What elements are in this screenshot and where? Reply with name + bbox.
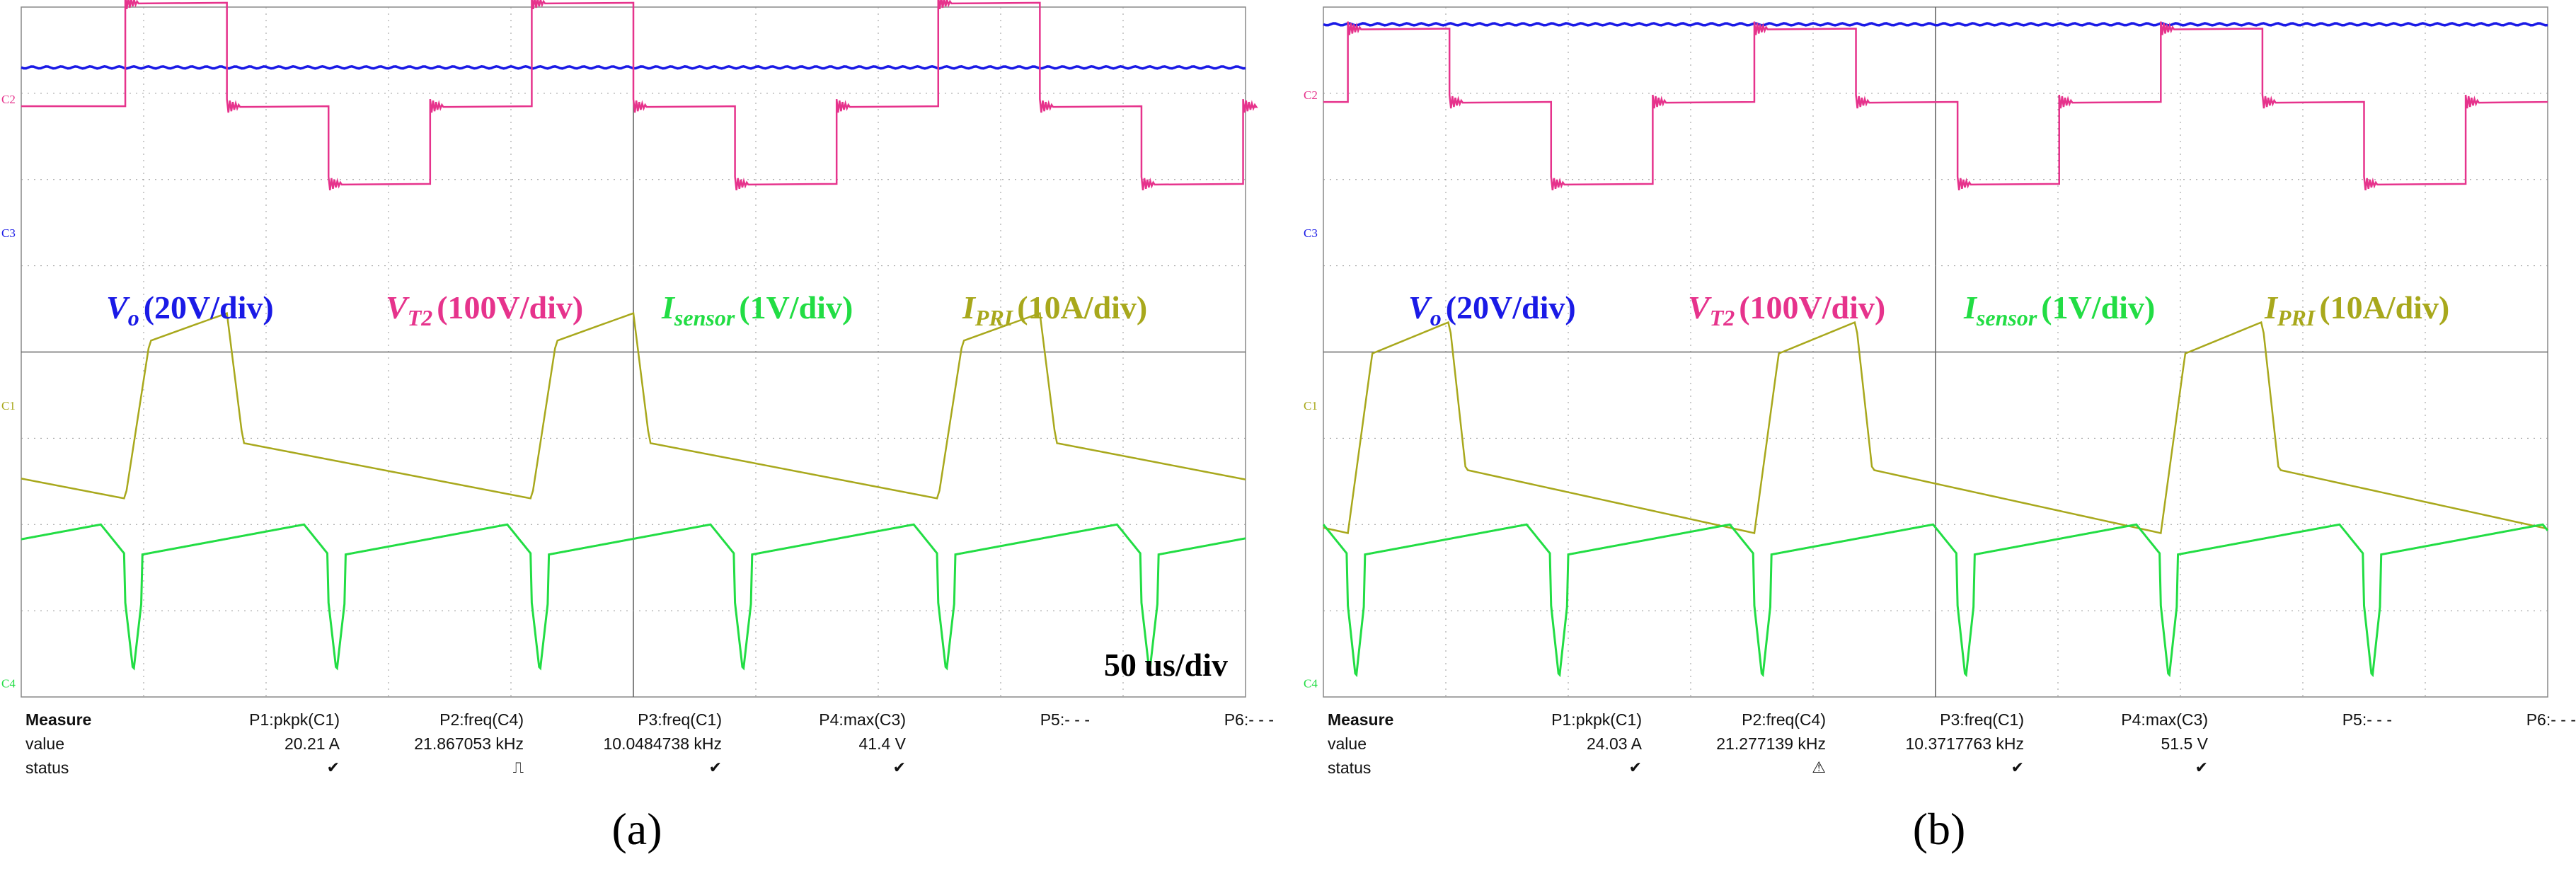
measure-col-name: P3:freq(C1)	[638, 710, 722, 729]
trace-vt2	[21, 0, 1258, 190]
channel-marker-c2: C2	[1304, 88, 1318, 102]
measure-status-row: status ✔ ⎍ ✔ ✔	[21, 759, 1274, 783]
measure-table-a: Measure P1:pkpk(C1) P2:freq(C4) P3:freq(…	[21, 710, 1274, 788]
legend-ipri: IPRI (10A/div)	[962, 289, 1147, 330]
legend-vo: Vo (20V/div)	[1408, 289, 1576, 330]
status-check-icon: ✔	[892, 759, 906, 776]
trace-isensor	[1322, 523, 2549, 678]
legend-vt2: VT2 (100V/div)	[386, 289, 583, 330]
trace-ipri	[21, 311, 1246, 500]
trace-ipri	[1323, 321, 2548, 534]
measure-value: 21.867053 kHz	[414, 734, 524, 753]
timebase-label: 50 us/div	[1104, 647, 1228, 683]
measure-value: 10.3717763 kHz	[1905, 734, 2024, 753]
measure-col-name: P4:max(C3)	[2121, 710, 2208, 729]
legend-ipri: IPRI (10A/div)	[2264, 289, 2449, 330]
scope-screen-a: C2 C3 C1 C4 Vo (20V/div) VT2 (100V/div) Isensor(…	[1, 0, 1258, 698]
channel-marker-c1: C1	[1304, 399, 1318, 413]
trace-vt2	[1323, 21, 2548, 190]
measure-value: 10.0484738 kHz	[603, 734, 722, 753]
status-warning-icon: ⚠	[1812, 759, 1826, 776]
measure-table-b: Measure P1:pkpk(C1) P2:freq(C4) P3:freq(…	[1323, 710, 2576, 788]
status-check-icon: ✔	[1628, 759, 1642, 776]
panel-caption-a: (a)	[611, 804, 662, 854]
channel-marker-c3: C3	[1, 226, 16, 240]
measure-header: Measure	[25, 710, 92, 729]
status-check-icon: ✔	[2195, 759, 2208, 776]
measure-col-name: P1:pkpk(C1)	[1551, 710, 1642, 729]
status-check-icon: ✔	[708, 759, 722, 776]
legend-isensor: Isensor (1V/div)	[1963, 289, 2155, 330]
channel-marker-c4: C4	[1304, 676, 1318, 690]
measure-col-name: P3:freq(C1)	[1940, 710, 2024, 729]
measure-col-name: P5:- - -	[1040, 710, 1090, 729]
status-check-icon: ✔	[326, 759, 340, 776]
measure-col-name: P6:- - -	[1224, 710, 1274, 729]
measure-value: 51.5 V	[2161, 734, 2209, 753]
measure-header-row: Measure P1:pkpk(C1) P2:freq(C4) P3:freq(…	[1323, 710, 2576, 734]
measure-value: 20.21 A	[284, 734, 340, 753]
measure-col-name: P2:freq(C4)	[439, 710, 524, 729]
channel-marker-c4: C4	[1, 676, 16, 690]
status-pulse-icon: ⎍	[512, 759, 524, 776]
trace-isensor	[21, 523, 1246, 671]
scope-panel-b: C2 C3 C1 C4 Vo (20V/div) VT2 (100V/div) Isensor(…	[1302, 0, 2576, 888]
measure-col-name: P2:freq(C4)	[1742, 710, 1826, 729]
measure-col-name: P4:max(C3)	[819, 710, 906, 729]
measure-value-label: value	[25, 734, 64, 753]
measure-col-name: P6:- - -	[2526, 710, 2576, 729]
measure-col-name: P5:- - -	[2342, 710, 2392, 729]
measure-status-row: status ✔ ⚠ ✔ ✔	[1323, 759, 2576, 783]
channel-marker-c3: C3	[1304, 226, 1318, 240]
measure-status-label: status	[25, 759, 69, 777]
measure-header: Measure	[1328, 710, 1394, 729]
scope-panel-a: C2 C3 C1 C4 Vo (20V/div) VT2 (100V/div) Isensor(…	[0, 0, 1274, 888]
measure-value: 21.277139 kHz	[1716, 734, 1826, 753]
legend-vo: Vo (20V/div)	[106, 289, 274, 330]
channel-marker-c1: C1	[1, 399, 16, 413]
legend-vt2: VT2 (100V/div)	[1688, 289, 1885, 330]
channel-marker-c2: C2	[1, 93, 16, 106]
status-check-icon: ✔	[2011, 759, 2024, 776]
measure-value: 24.03 A	[1586, 734, 1642, 753]
measure-value-row: value 24.03 A 21.277139 kHz 10.3717763 k…	[1323, 734, 2576, 759]
measure-header-row: Measure P1:pkpk(C1) P2:freq(C4) P3:freq(…	[21, 710, 1274, 734]
measure-value-row: value 20.21 A 21.867053 kHz 10.0484738 k…	[21, 734, 1274, 759]
scope-screen-b: C2 C3 C1 C4 Vo (20V/div) VT2 (100V/div) Isensor(…	[1304, 6, 2549, 698]
legend-isensor: Isensor (1V/div)	[661, 289, 853, 330]
measure-status-label: status	[1328, 759, 1372, 777]
panel-caption-b: (b)	[1912, 804, 1966, 854]
measure-value-label: value	[1328, 734, 1367, 753]
measure-col-name: P1:pkpk(C1)	[249, 710, 340, 729]
trace-vo	[1323, 22, 2548, 27]
measure-value: 41.4 V	[858, 734, 907, 753]
